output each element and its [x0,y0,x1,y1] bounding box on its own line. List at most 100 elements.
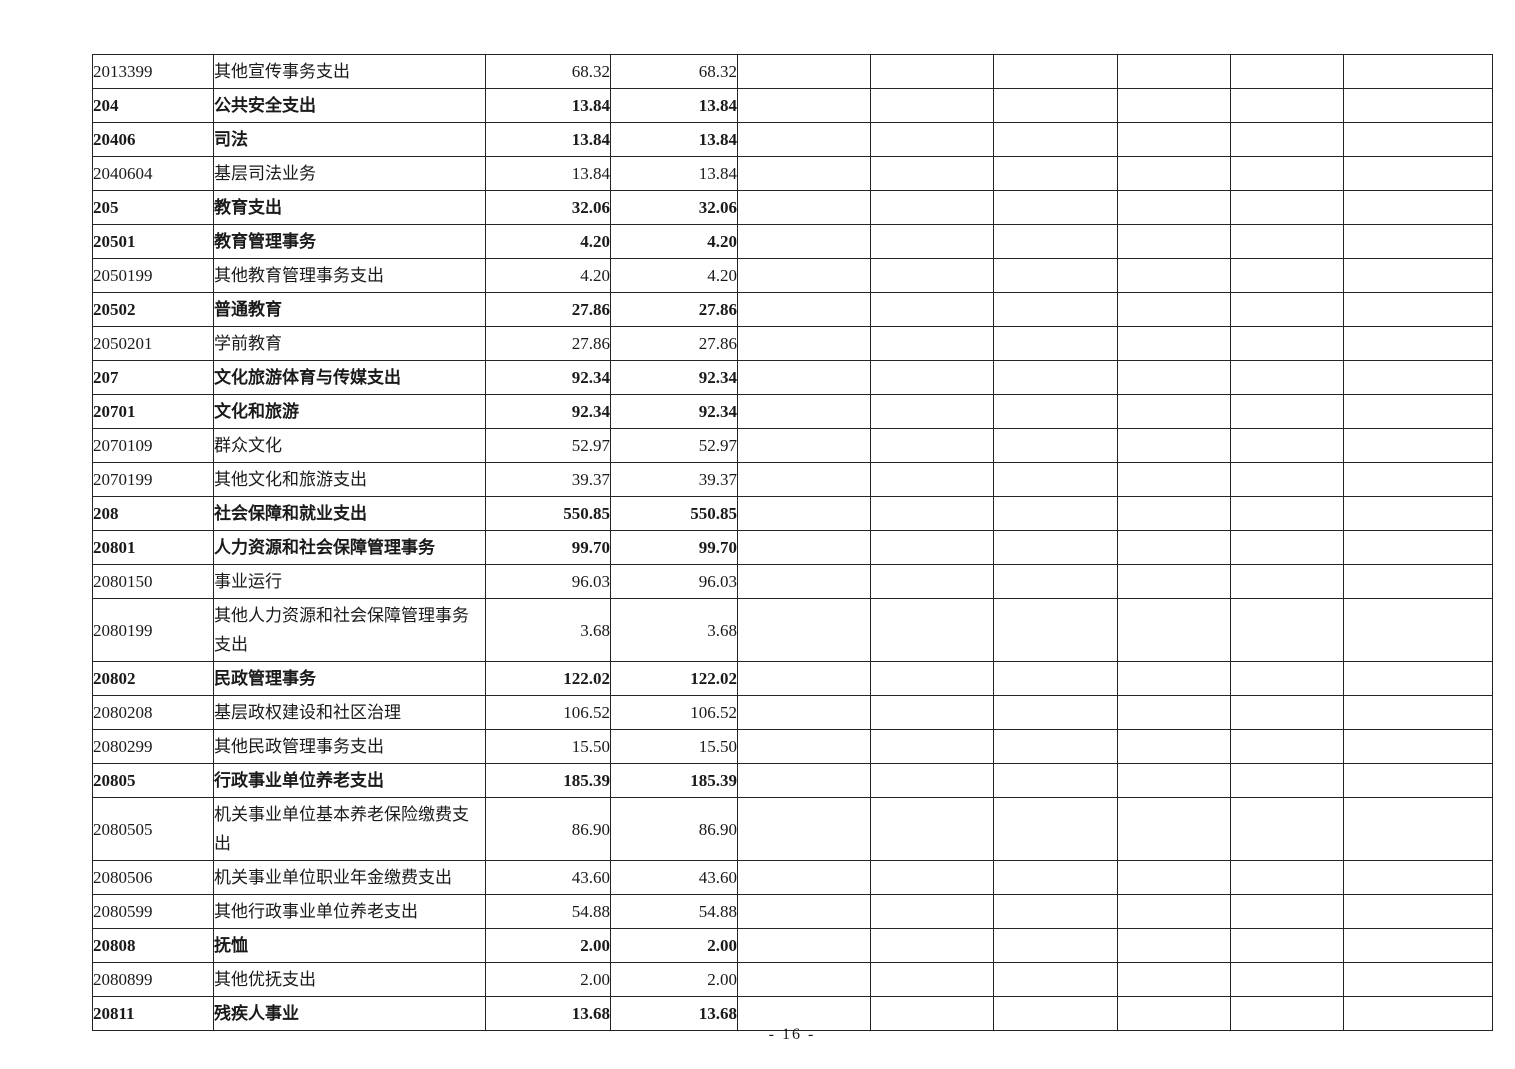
cell-empty [737,122,871,157]
cell-empty [1343,496,1493,531]
table-row: 2070109 群众文化 52.97 52.97 [92,428,1493,463]
cell-empty [870,661,994,696]
cell-amount-2: 99.70 [610,530,738,565]
table-row: 2013399 其他宣传事务支出 68.32 68.32 [92,54,1493,89]
cell-subject-code: 20502 [92,292,214,327]
cell-subject-name: 人力资源和社会保障管理事务 [213,530,486,565]
cell-empty [993,598,1118,662]
cell-amount-2: 13.68 [610,996,738,1031]
table-row: 20801 人力资源和社会保障管理事务 99.70 99.70 [92,530,1493,565]
cell-amount-2: 32.06 [610,190,738,225]
cell-empty [870,122,994,157]
cell-empty [993,695,1118,730]
cell-subject-name: 群众文化 [213,428,486,463]
cell-amount-1: 4.20 [485,224,611,259]
cell-amount-2: 86.90 [610,797,738,861]
cell-amount-1: 99.70 [485,530,611,565]
cell-empty [870,598,994,662]
cell-empty [1117,224,1231,259]
cell-empty [1117,360,1231,395]
cell-subject-name: 其他民政管理事务支出 [213,729,486,764]
cell-subject-name: 事业运行 [213,564,486,599]
cell-empty [737,763,871,798]
cell-empty [993,564,1118,599]
cell-empty [1230,661,1344,696]
cell-empty [1117,462,1231,497]
cell-subject-code: 204 [92,88,214,123]
cell-subject-code: 207 [92,360,214,395]
cell-subject-name: 其他优抚支出 [213,962,486,997]
cell-empty [737,729,871,764]
cell-empty [1343,394,1493,429]
cell-amount-1: 27.86 [485,292,611,327]
cell-empty [737,564,871,599]
cell-amount-1: 96.03 [485,564,611,599]
cell-amount-1: 15.50 [485,729,611,764]
cell-empty [1343,156,1493,191]
cell-subject-code: 20802 [92,661,214,696]
cell-empty [870,292,994,327]
cell-empty [870,496,994,531]
cell-amount-1: 92.34 [485,394,611,429]
cell-empty [1343,894,1493,929]
cell-subject-code: 2070109 [92,428,214,463]
cell-empty [870,88,994,123]
cell-empty [1230,729,1344,764]
cell-empty [737,496,871,531]
cell-empty [1343,190,1493,225]
cell-empty [870,530,994,565]
cell-empty [993,530,1118,565]
cell-empty [1117,860,1231,895]
cell-subject-name: 行政事业单位养老支出 [213,763,486,798]
cell-subject-code: 208 [92,496,214,531]
cell-subject-code: 2080208 [92,695,214,730]
cell-empty [870,360,994,395]
cell-empty [1343,962,1493,997]
cell-subject-name: 残疾人事业 [213,996,486,1031]
cell-empty [737,428,871,463]
cell-amount-1: 68.32 [485,54,611,89]
cell-empty [737,661,871,696]
table-row: 2080505 机关事业单位基本养老保险缴费支出 86.90 86.90 [92,797,1493,861]
cell-empty [1343,462,1493,497]
cell-empty [1117,54,1231,89]
cell-empty [1343,326,1493,361]
cell-empty [1230,190,1344,225]
cell-amount-2: 96.03 [610,564,738,599]
cell-amount-1: 2.00 [485,928,611,963]
cell-empty [1230,894,1344,929]
cell-empty [993,661,1118,696]
cell-empty [870,326,994,361]
cell-empty [870,763,994,798]
cell-empty [993,729,1118,764]
cell-subject-name: 民政管理事务 [213,661,486,696]
cell-empty [993,496,1118,531]
cell-amount-2: 54.88 [610,894,738,929]
cell-empty [1343,996,1493,1031]
cell-subject-name: 其他文化和旅游支出 [213,462,486,497]
cell-empty [737,962,871,997]
table-row: 2080899 其他优抚支出 2.00 2.00 [92,962,1493,997]
cell-subject-code: 2050199 [92,258,214,293]
cell-empty [1343,661,1493,696]
cell-empty [1230,996,1344,1031]
cell-empty [1343,729,1493,764]
table-row: 2050201 学前教育 27.86 27.86 [92,326,1493,361]
cell-empty [1230,88,1344,123]
cell-empty [1117,530,1231,565]
cell-amount-2: 13.84 [610,122,738,157]
cell-empty [1230,292,1344,327]
cell-empty [1343,428,1493,463]
cell-amount-2: 4.20 [610,258,738,293]
cell-subject-code: 20701 [92,394,214,429]
cell-subject-name: 基层政权建设和社区治理 [213,695,486,730]
cell-empty [993,122,1118,157]
cell-subject-name: 其他教育管理事务支出 [213,258,486,293]
cell-subject-code: 2050201 [92,326,214,361]
budget-table-body: 2013399 其他宣传事务支出 68.32 68.32 204 公共安全支出 13.84 1… [92,54,1493,1031]
cell-amount-2: 2.00 [610,928,738,963]
cell-empty [1230,530,1344,565]
cell-empty [870,564,994,599]
cell-empty [737,54,871,89]
cell-empty [737,695,871,730]
